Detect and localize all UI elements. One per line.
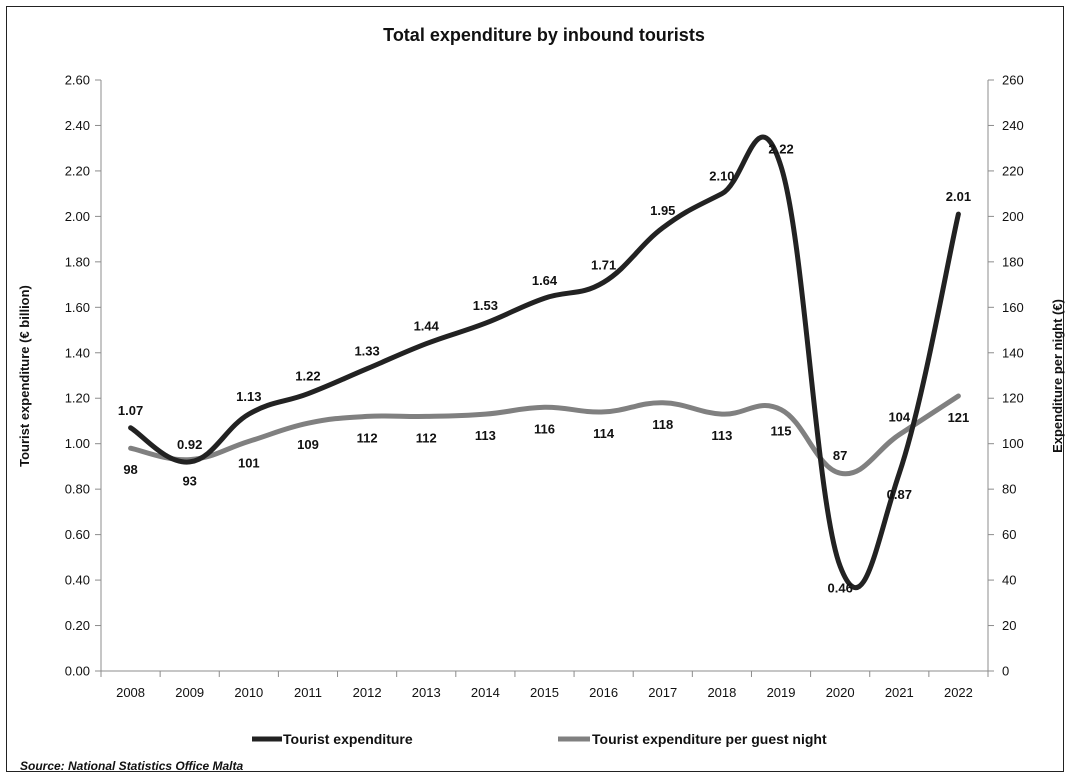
series-layer — [128, 134, 961, 591]
left-tick-label: 2.40 — [65, 118, 90, 133]
source-note: Source: National Statistics Office Malta — [20, 759, 243, 773]
x-tick-label: 2011 — [294, 685, 322, 700]
x-tick-label: 2022 — [944, 685, 973, 700]
x-tick-label: 2013 — [412, 685, 441, 700]
data-label-per-guest-night: 112 — [416, 430, 437, 445]
right-tick-label: 100 — [1002, 436, 1024, 451]
x-tick-label: 2015 — [530, 685, 559, 700]
right-tick-label: 0 — [1002, 664, 1009, 679]
data-label-per-guest-night: 98 — [123, 462, 137, 477]
data-label-tourist-expenditure: 1.53 — [473, 298, 498, 313]
data-label-tourist-expenditure: 1.71 — [591, 257, 616, 272]
legend-label-per-guest-night: Tourist expenditure per guest night — [592, 731, 827, 747]
data-label-per-guest-night: 121 — [948, 410, 970, 425]
x-tick-label: 2018 — [707, 685, 736, 700]
data-label-tourist-expenditure: 1.95 — [650, 203, 675, 218]
data-label-per-guest-night: 101 — [238, 455, 260, 470]
legend: Tourist expenditure Tourist expenditure … — [252, 731, 827, 747]
x-tick-label: 2009 — [175, 685, 204, 700]
data-label-tourist-expenditure: 1.33 — [354, 344, 379, 359]
data-label-tourist-expenditure: 1.07 — [118, 403, 143, 418]
left-tick-label: 1.80 — [65, 254, 90, 269]
x-tick-label: 2020 — [826, 685, 855, 700]
right-tick-label: 60 — [1002, 527, 1016, 542]
data-label-tourist-expenditure: 0.46 — [828, 580, 853, 595]
right-tick-label: 120 — [1002, 391, 1024, 406]
left-tick-label: 1.20 — [65, 391, 90, 406]
x-tick-label: 2012 — [353, 685, 382, 700]
right-axis-title: Expenditure per night (€) — [1050, 299, 1065, 453]
data-label-tourist-expenditure: 2.22 — [768, 141, 793, 156]
data-label-per-guest-night: 114 — [593, 426, 615, 441]
left-tick-label: 1.60 — [65, 300, 90, 315]
x-tick-label: 2021 — [885, 685, 914, 700]
x-tick-label: 2019 — [767, 685, 796, 700]
right-tick-label: 260 — [1002, 73, 1024, 88]
left-tick-label: 1.00 — [65, 436, 90, 451]
data-label-per-guest-night: 87 — [833, 448, 847, 463]
left-tick-label: 0.40 — [65, 573, 90, 588]
right-tick-label: 80 — [1002, 482, 1016, 497]
data-label-per-guest-night: 118 — [652, 417, 673, 432]
data-label-tourist-expenditure: 0.92 — [177, 437, 202, 452]
series-line-per-guest-night — [128, 393, 961, 477]
right-tick-label: 180 — [1002, 254, 1024, 269]
right-tick-label: 40 — [1002, 573, 1016, 588]
data-label-tourist-expenditure: 1.64 — [532, 273, 558, 288]
left-tick-label: 0.20 — [65, 618, 90, 633]
axes: 0.00 0.20 0.40 0.60 0.80 1.00 1.20 1.40 1.60 1.80… — [65, 73, 1024, 701]
x-tick-label: 2014 — [471, 685, 500, 700]
right-tick-label: 140 — [1002, 345, 1024, 360]
data-label-per-guest-night: 115 — [771, 424, 792, 439]
data-label-per-guest-night: 109 — [297, 437, 319, 452]
left-tick-label: 2.60 — [65, 73, 90, 88]
left-tick-label: 2.20 — [65, 163, 90, 178]
data-label-per-guest-night: 113 — [711, 428, 732, 443]
left-tick-label: 1.40 — [65, 345, 90, 360]
right-tick-label: 240 — [1002, 118, 1024, 133]
x-tick-label: 2017 — [648, 685, 677, 700]
data-label-tourist-expenditure: 1.13 — [236, 389, 261, 404]
data-label-tourist-expenditure: 1.22 — [295, 369, 320, 384]
data-label-per-guest-night: 113 — [475, 428, 496, 443]
left-tick-label: 2.00 — [65, 209, 90, 224]
legend-label-tourist-expenditure: Tourist expenditure — [283, 731, 413, 747]
left-axis-title: Tourist expenditure (€ billion) — [17, 285, 32, 467]
data-label-tourist-expenditure: 1.44 — [414, 319, 440, 334]
data-label-tourist-expenditure: 2.01 — [946, 189, 971, 204]
right-tick-label: 220 — [1002, 163, 1024, 178]
data-label-per-guest-night: 116 — [534, 421, 555, 436]
data-label-tourist-expenditure: 0.87 — [887, 487, 912, 502]
data-label-per-guest-night: 112 — [357, 430, 378, 445]
series-line-tourist-expenditure — [128, 134, 961, 591]
data-labels: 1.07 0.92 1.13 1.22 1.33 1.44 1.53 1.64 1.71 1.95… — [118, 141, 971, 595]
x-tick-label: 2010 — [234, 685, 263, 700]
data-label-per-guest-night: 93 — [182, 474, 196, 489]
chart-title: Total expenditure by inbound tourists — [383, 25, 705, 45]
data-label-per-guest-night: 104 — [888, 410, 910, 425]
chart-frame — [6, 6, 1064, 772]
left-tick-label: 0.00 — [65, 664, 90, 679]
left-tick-label: 0.60 — [65, 527, 90, 542]
left-tick-label: 0.80 — [65, 482, 90, 497]
data-label-tourist-expenditure: 2.10 — [709, 169, 734, 184]
right-tick-label: 200 — [1002, 209, 1024, 224]
x-tick-label: 2008 — [116, 685, 145, 700]
right-tick-label: 160 — [1002, 300, 1024, 315]
right-tick-label: 20 — [1002, 618, 1016, 633]
x-tick-label: 2016 — [589, 685, 618, 700]
